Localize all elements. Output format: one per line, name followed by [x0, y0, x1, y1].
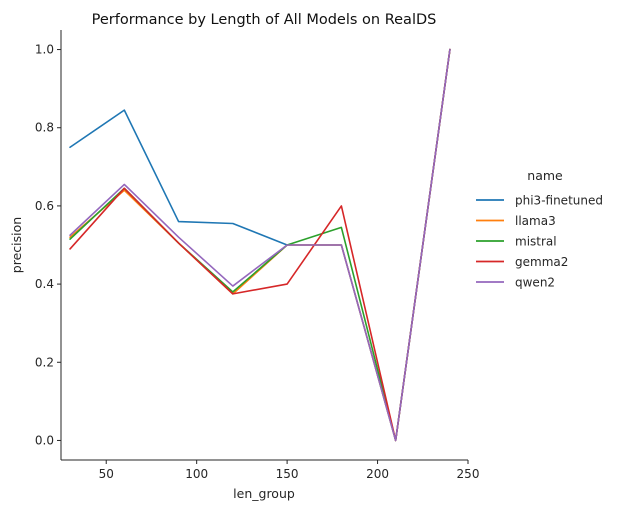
x-tick-label: 150 — [276, 467, 299, 481]
series-line-mistral — [69, 48, 451, 442]
x-tick-label: 100 — [185, 467, 208, 481]
x-axis-ticks: 50 100 150 200 250 — [99, 460, 480, 481]
series-line-gemma2 — [69, 48, 451, 442]
y-tick-label: 0.4 — [35, 277, 54, 291]
y-tick-label: 1.0 — [35, 43, 54, 57]
y-tick-label: 0.2 — [35, 355, 54, 369]
legend-label: phi3-finetuned — [515, 194, 603, 208]
legend-label: mistral — [515, 235, 557, 249]
series-line-qwen2 — [69, 48, 451, 442]
x-tick-label: 200 — [366, 467, 389, 481]
legend-label: qwen2 — [515, 276, 555, 290]
series-line-phi3-finetuned — [69, 48, 451, 442]
legend-title: name — [527, 168, 563, 183]
y-axis-ticks: 0.0 0.2 0.4 0.6 0.8 1.0 — [35, 43, 61, 447]
legend-label: llama3 — [515, 214, 556, 228]
x-axis-label: len_group — [233, 486, 295, 501]
y-tick-label: 0.8 — [35, 121, 54, 135]
y-tick-label: 0.6 — [35, 199, 54, 213]
plot-area — [69, 48, 451, 442]
x-tick-label: 50 — [99, 467, 114, 481]
legend-label: gemma2 — [515, 255, 568, 269]
y-axis-label: precision — [9, 217, 24, 273]
series-line-llama3 — [69, 48, 451, 442]
legend: name phi3-finetuned llama3 mistral gemma2 qw… — [476, 168, 603, 290]
y-tick-label: 0.0 — [35, 433, 54, 447]
x-tick-label: 250 — [457, 467, 480, 481]
chart-title: Performance by Length of All Models on R… — [92, 12, 437, 28]
